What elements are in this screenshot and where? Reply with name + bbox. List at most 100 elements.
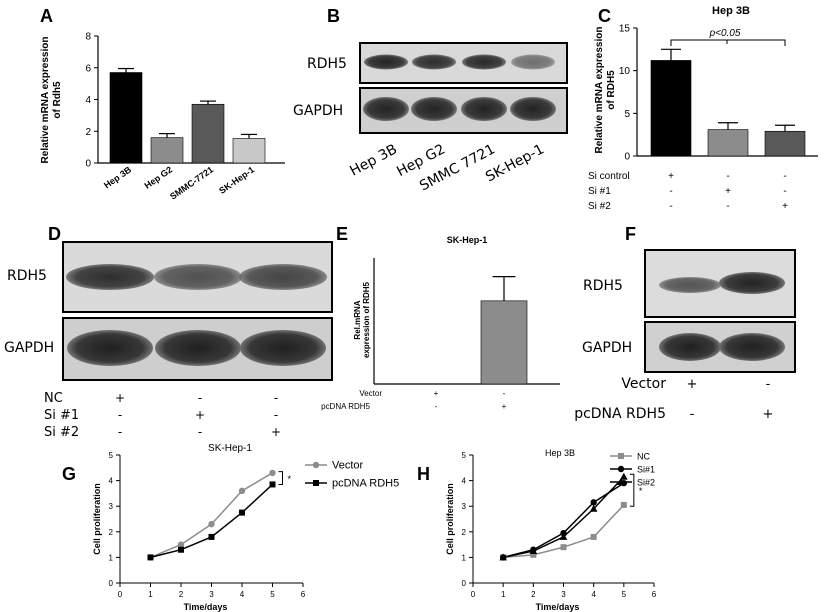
panel-c-ylabel: Relative mRNA expression of RDH5: [594, 27, 617, 154]
x-tick-label: 0: [118, 590, 123, 599]
bar: [109, 72, 143, 164]
data-point: [177, 541, 185, 548]
blot-band: [363, 97, 409, 121]
y-axis-label: Cell proliferation: [445, 483, 455, 555]
blot-band: [240, 330, 326, 366]
condition-label: NC: [44, 391, 63, 406]
data-point: [590, 499, 597, 506]
y-tick-label: 15: [619, 24, 631, 35]
legend-label: Si#1: [637, 465, 655, 475]
panel-a-ylabel-line1: Relative mRNA expression: [40, 37, 51, 164]
panel-g-chart: 0 1 2 3 4 5 6 0 1 2 3 4 5 Time/days Cell proliferation…: [92, 451, 399, 612]
category-label: SMMC-7721: [168, 164, 215, 201]
category-label: Hep G2: [143, 164, 175, 190]
condition-label: Si #2: [44, 425, 79, 440]
panel-a-ylabel-line2: of Rdh5: [52, 81, 63, 119]
legend-marker: [618, 453, 624, 459]
data-point: [529, 547, 538, 554]
panel-e-title: SK-Hep-1: [447, 235, 488, 245]
panel-c: C Hep 3B Relative mRNA expression of RDH…: [588, 5, 818, 212]
blot-band: [154, 264, 242, 290]
data-point: [269, 469, 276, 477]
condition-mark: +: [195, 408, 205, 422]
panel-c-bars: [650, 48, 806, 157]
panel-f-letter: F: [625, 224, 636, 244]
panel-c-title: Hep 3B: [712, 5, 750, 17]
blot-band: [719, 272, 785, 294]
y-tick-label: 4: [85, 95, 91, 106]
significance-bracket: [629, 473, 635, 507]
blot-band: [511, 54, 555, 70]
data-point: [559, 532, 568, 540]
condition-mark: +: [434, 389, 439, 398]
data-point: [620, 472, 628, 480]
condition-label: Si #1: [44, 408, 79, 423]
data-point: [590, 533, 597, 540]
condition-label: Si #1: [588, 186, 611, 197]
condition-mark: -: [669, 201, 672, 212]
legend-label: pcDNA RDH5: [332, 478, 399, 490]
x-tick-label: 4: [591, 590, 596, 599]
data-point: [620, 501, 627, 508]
y-tick-label: 2: [85, 127, 91, 138]
data-point: [530, 551, 537, 558]
condition-mark: -: [766, 377, 771, 392]
panel-b-letter: B: [327, 6, 340, 26]
panel-a: A Relative mRNA expression of Rdh5 0 2 4 6 8…: [40, 6, 285, 202]
data-point: [178, 546, 184, 553]
condition-mark: -: [274, 408, 278, 422]
panel-c-letter: C: [598, 6, 611, 26]
x-tick-label: 6: [301, 590, 306, 599]
y-tick-label: 5: [109, 451, 114, 460]
y-tick-label: 3: [462, 502, 467, 511]
blot-band: [364, 54, 408, 70]
condition-mark: +: [271, 425, 281, 439]
panel-f-bands: [659, 272, 785, 361]
y-tick-label: 6: [85, 63, 91, 74]
condition-mark: -: [435, 402, 438, 411]
blot-band: [510, 97, 556, 121]
y-tick-label: 2: [462, 528, 467, 537]
panel-f-row-label-rdh5: RDH5: [583, 278, 623, 294]
x-tick-label: 2: [179, 590, 184, 599]
x-tick-label: 3: [561, 590, 566, 599]
panel-d: D RDH5 GAPDH NC + - - Si #1 - + - Si #2 - - + SK-He…: [4, 224, 333, 454]
x-tick-label: 5: [622, 590, 627, 599]
panel-f: F RDH5 GAPDH Vector + - pcDNA RDH5 - +: [574, 224, 796, 422]
legend-label: Vector: [332, 460, 364, 472]
bar: [764, 130, 806, 157]
condition-mark: -: [783, 171, 786, 182]
condition-mark: -: [198, 391, 202, 405]
legend-label: Si#2: [637, 478, 655, 488]
data-point: [499, 553, 507, 561]
y-tick-label: 0: [109, 579, 114, 588]
data-point: [208, 533, 215, 540]
y-tick-label: 0: [85, 159, 91, 170]
bar: [232, 138, 266, 164]
panel-b-row-label-gapdh: GAPDH: [293, 103, 343, 119]
data-point: [589, 504, 598, 512]
panel-d-bands: [66, 264, 327, 366]
blot-band: [461, 97, 507, 121]
panel-a-y-ticks: 0 2 4 6 8: [85, 32, 98, 170]
panel-f-row-label-gapdh: GAPDH: [582, 340, 632, 356]
condition-mark: +: [502, 402, 507, 411]
x-tick-label: 5: [270, 590, 275, 599]
panel-e-ylabel-line1: Rel.mRNA: [353, 300, 362, 339]
panel-d-row-label-gapdh: GAPDH: [4, 340, 54, 356]
x-tick-label: 1: [501, 590, 506, 599]
condition-label: pcDNA RDH5: [321, 402, 370, 411]
condition-mark: +: [687, 377, 698, 392]
blot-band: [719, 333, 785, 361]
panel-h-letter: H: [417, 464, 430, 484]
condition-label: Vector: [359, 389, 382, 398]
panel-e-condition-table: Vector + - pcDNA RDH5 - +: [321, 389, 507, 411]
y-tick-label: 5: [462, 451, 467, 460]
blot-band: [67, 330, 153, 366]
legend-marker: [617, 465, 625, 473]
panel-c-ylabel-line1: Relative mRNA expression: [594, 27, 605, 154]
condition-label: Vector: [621, 376, 666, 392]
blot-band: [659, 277, 721, 293]
condition-mark: +: [115, 391, 125, 405]
